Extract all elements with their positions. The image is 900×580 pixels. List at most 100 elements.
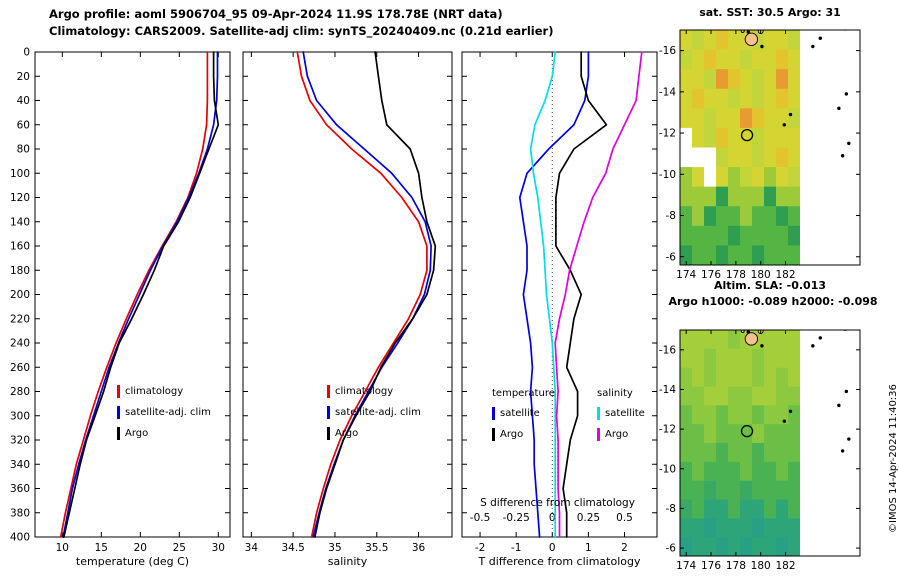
svg-text:182: 182 — [775, 269, 795, 281]
svg-text:182: 182 — [775, 560, 795, 572]
svg-text:200: 200 — [10, 289, 30, 301]
svg-text:280: 280 — [10, 386, 30, 398]
svg-text:10: 10 — [56, 542, 69, 554]
svg-text:380: 380 — [10, 507, 30, 519]
salinity-legend: climatology satellite-adj. clim Argo — [327, 381, 421, 444]
svg-text:260: 260 — [10, 362, 30, 374]
salinity-axis-label: salinity — [327, 555, 368, 568]
legend-item-argo-t: Argo — [492, 424, 555, 445]
svg-text:20: 20 — [134, 542, 147, 554]
sla-map-title: Altim. SLA: -0.013 — [713, 279, 827, 292]
svg-text:1: 1 — [585, 542, 592, 554]
legend-label: Argo — [125, 428, 149, 439]
svg-text:-10: -10 — [659, 463, 676, 475]
legend-label: satellite-adj. clim — [335, 407, 421, 418]
svg-text:240: 240 — [10, 338, 30, 350]
svg-text:-16: -16 — [659, 45, 676, 57]
svg-text:-8: -8 — [666, 210, 676, 222]
svg-text:180: 180 — [751, 560, 771, 572]
svg-text:20: 20 — [17, 71, 30, 83]
svg-text:-14: -14 — [659, 86, 676, 98]
legend-item-satellite-t: satellite — [492, 403, 555, 424]
svg-text:320: 320 — [10, 435, 30, 447]
sla-map-subtitle: Argo h1000: -0.089 h2000: -0.098 — [668, 295, 878, 308]
svg-text:160: 160 — [10, 241, 30, 253]
svg-text:35: 35 — [328, 542, 341, 554]
svg-text:-14: -14 — [659, 384, 676, 396]
svg-text:340: 340 — [10, 459, 30, 471]
legend-item-climatology: climatology — [327, 381, 421, 402]
svg-text:-12: -12 — [659, 128, 676, 140]
svg-text:34: 34 — [245, 542, 259, 554]
legend-item-satellite-s: satellite — [597, 403, 645, 424]
svg-text:80: 80 — [17, 144, 30, 156]
legend-item-satellite-clim: satellite-adj. clim — [327, 402, 421, 423]
svg-text:40: 40 — [17, 95, 30, 107]
svg-text:-10: -10 — [659, 169, 676, 181]
svg-text:178: 178 — [726, 560, 746, 572]
svg-text:0.25: 0.25 — [577, 512, 600, 524]
svg-text:-6: -6 — [666, 251, 677, 263]
svg-text:30: 30 — [212, 542, 225, 554]
argo-s-line-swatch — [597, 428, 600, 441]
svg-text:0.5: 0.5 — [616, 512, 633, 524]
svg-text:-16: -16 — [659, 344, 676, 356]
svg-text:120: 120 — [10, 192, 30, 204]
svg-text:360: 360 — [10, 483, 30, 495]
svg-text:100: 100 — [10, 168, 30, 180]
climatology-line-swatch — [327, 385, 330, 398]
climatology-line-swatch — [117, 385, 120, 398]
svg-text:2: 2 — [621, 542, 628, 554]
difference-salinity-legend: salinity satellite Argo — [597, 384, 645, 445]
satellite-clim-line-swatch — [117, 406, 120, 419]
svg-text:180: 180 — [751, 269, 771, 281]
legend-label: climatology — [335, 386, 394, 397]
difference-temperature-legend: temperature satellite Argo — [492, 384, 555, 445]
legend-item-argo: Argo — [117, 423, 211, 444]
svg-text:176: 176 — [701, 560, 721, 572]
legend-item-satellite-clim: satellite-adj. clim — [117, 402, 211, 423]
argo-line-swatch — [327, 427, 330, 440]
svg-text:0: 0 — [549, 542, 556, 554]
svg-text:174: 174 — [676, 560, 696, 572]
svg-text:-12: -12 — [659, 424, 676, 436]
legend-header: salinity — [597, 388, 633, 399]
legend-label: satellite — [500, 408, 540, 419]
svg-text:174: 174 — [676, 269, 696, 281]
svg-text:-1: -1 — [511, 542, 521, 554]
legend-label: satellite-adj. clim — [125, 407, 211, 418]
svg-text:220: 220 — [10, 313, 30, 325]
legend-item-argo: Argo — [327, 423, 421, 444]
imos-credit: ©IMOS 14-Apr-2024 11:40:36 — [888, 384, 899, 533]
svg-text:400: 400 — [10, 532, 30, 544]
svg-text:176: 176 — [701, 269, 721, 281]
svg-text:-0.5: -0.5 — [470, 512, 491, 524]
satellite-t-line-swatch — [492, 407, 495, 420]
svg-text:-2: -2 — [475, 542, 485, 554]
s-difference-axis-label: S difference from climatology — [480, 497, 635, 509]
svg-text:36: 36 — [412, 542, 426, 554]
temperature-axis-label: temperature (deg C) — [75, 555, 190, 568]
svg-text:-8: -8 — [666, 503, 676, 515]
legend-label: climatology — [125, 386, 184, 397]
legend-label: Argo — [605, 429, 629, 440]
argo-line-swatch — [117, 427, 120, 440]
svg-text:-6: -6 — [666, 543, 677, 555]
sst-map-title: sat. SST: 30.5 Argo: 31 — [699, 6, 841, 19]
satellite-clim-line-swatch — [327, 406, 330, 419]
figure-subtitle: Climatology: CARS2009. Satellite-adj cli… — [49, 24, 554, 38]
legend-item-argo-s: Argo — [597, 424, 645, 445]
argo-t-line-swatch — [492, 428, 495, 441]
temperature-legend: climatology satellite-adj. clim Argo — [117, 381, 211, 444]
svg-text:25: 25 — [173, 542, 186, 554]
figure-title: Argo profile: aoml 5906704_95 09-Apr-202… — [49, 7, 503, 21]
svg-text:178: 178 — [726, 269, 746, 281]
satellite-s-line-swatch — [597, 407, 600, 420]
svg-text:300: 300 — [10, 410, 30, 422]
legend-label: satellite — [605, 408, 645, 419]
legend-label: Argo — [500, 429, 524, 440]
svg-text:60: 60 — [17, 119, 30, 131]
svg-text:0: 0 — [23, 47, 30, 59]
legend-header: temperature — [492, 388, 555, 399]
